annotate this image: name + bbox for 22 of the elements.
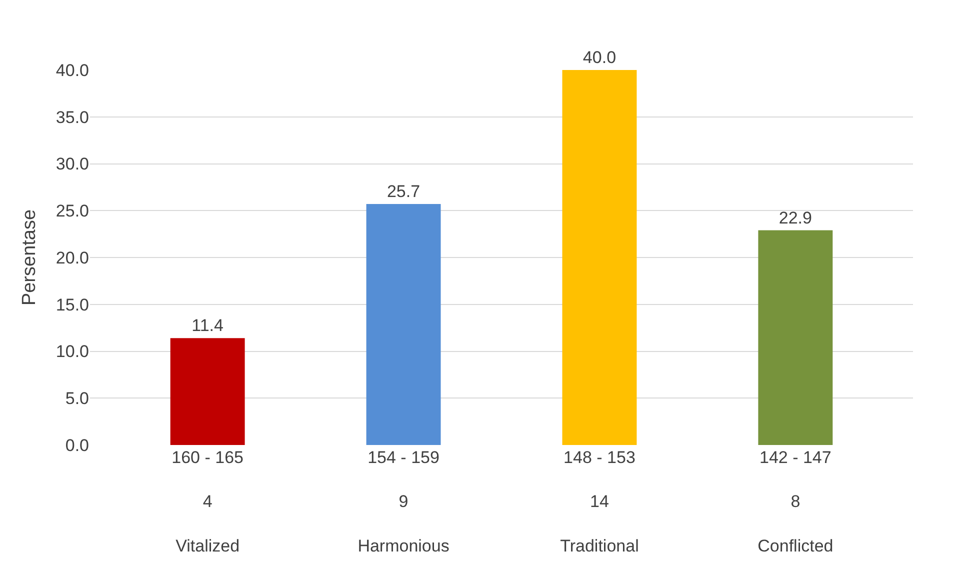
data-label: 40.0 [582, 48, 616, 67]
y-tick-label: 20.0 [56, 248, 89, 268]
bar [562, 70, 637, 445]
y-tick-label: 10.0 [56, 342, 89, 362]
y-tick-label: 35.0 [56, 108, 89, 127]
data-label: 22.9 [778, 208, 812, 228]
y-tick-label: 5.0 [65, 389, 89, 408]
y-tick-label: 30.0 [56, 154, 89, 174]
y-tick-label: 25.0 [56, 202, 89, 221]
y-axis-title: Persentase [18, 209, 40, 306]
y-tick-label: 15.0 [56, 295, 89, 314]
data-label: 25.7 [386, 182, 420, 202]
bar [758, 230, 833, 445]
data-label: 11.4 [192, 316, 224, 336]
category-label: 148 - 153 14 Traditional [560, 448, 639, 556]
bar [170, 338, 245, 445]
bar [366, 204, 441, 445]
category-label: 154 - 159 9 Harmonious [358, 448, 450, 556]
y-tick-label: 0.0 [65, 436, 89, 455]
category-label: 142 - 147 8 Conflicted [758, 448, 834, 556]
category-label: 160 - 165 4 Vitalized [172, 448, 244, 556]
y-tick-label: 40.0 [56, 60, 89, 80]
